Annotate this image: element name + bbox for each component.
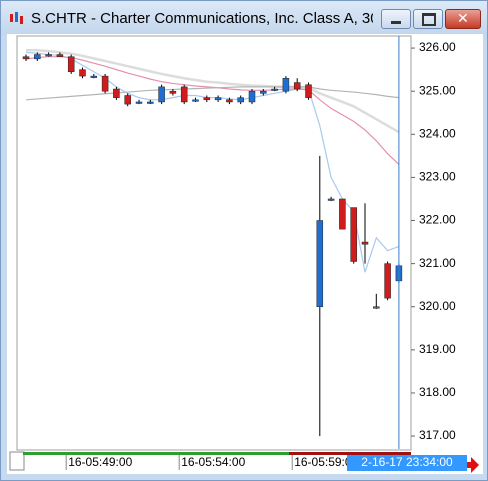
y-tick-label: 325.00 bbox=[419, 83, 456, 97]
cursor-label-box bbox=[347, 455, 467, 471]
chart: 317.00 318.00 319.00 320.00 321.00 322.00 323.… bbox=[7, 34, 483, 474]
scroll-box[interactable] bbox=[9, 451, 25, 471]
candle-body bbox=[124, 95, 131, 105]
y-tick-label: 324.00 bbox=[419, 126, 456, 140]
candle-body bbox=[327, 198, 335, 201]
candle-body bbox=[169, 90, 177, 94]
moving-average-line bbox=[25, 56, 400, 165]
y-tick-label: 326.00 bbox=[419, 40, 456, 54]
moving-average-line bbox=[25, 86, 399, 101]
moving-average-line bbox=[25, 51, 400, 273]
candle-body bbox=[373, 306, 380, 309]
y-tick-label: 319.00 bbox=[419, 342, 456, 356]
close-button[interactable]: ✕ bbox=[445, 9, 481, 29]
window-title: S.CHTR - Charter Communications, Inc. Cl… bbox=[31, 10, 373, 27]
maximize-button[interactable] bbox=[413, 9, 443, 29]
candle-body bbox=[226, 99, 233, 103]
minimize-button[interactable] bbox=[381, 9, 411, 29]
candle-body bbox=[45, 54, 52, 57]
x-tick-label: 16-05:59:00 bbox=[294, 455, 358, 469]
title-bar: S.CHTR - Charter Communications, Inc. Cl… bbox=[1, 1, 487, 35]
candle-body bbox=[135, 101, 143, 104]
candle-body bbox=[248, 90, 256, 103]
timeline-bar bbox=[23, 452, 411, 455]
candle-body bbox=[79, 69, 86, 77]
candle-body bbox=[260, 90, 267, 94]
candle-body bbox=[203, 97, 211, 101]
candle-body bbox=[214, 97, 222, 101]
candle-body bbox=[101, 75, 109, 92]
y-tick-label: 317.00 bbox=[419, 428, 456, 442]
x-tick-label: 16-05:54:00 bbox=[181, 455, 245, 469]
candle-body bbox=[316, 220, 324, 307]
candle-body bbox=[90, 75, 98, 78]
candle-body bbox=[305, 84, 312, 98]
candle-body bbox=[237, 97, 244, 103]
candle-body bbox=[34, 54, 41, 60]
candle-body bbox=[180, 86, 188, 103]
candle-body bbox=[271, 88, 278, 91]
candle-body bbox=[282, 77, 290, 92]
candle-body bbox=[22, 56, 30, 60]
y-tick-label: 321.00 bbox=[419, 256, 456, 270]
candle-body bbox=[158, 86, 165, 103]
y-tick-label: 323.00 bbox=[419, 170, 456, 184]
y-tick-label: 318.00 bbox=[419, 385, 456, 399]
candle-body bbox=[192, 99, 199, 102]
timeline-bar-range bbox=[289, 452, 411, 455]
candle-body bbox=[361, 241, 369, 245]
candle-body bbox=[67, 56, 75, 73]
candle-body bbox=[339, 198, 346, 230]
cursor-label: 2-16-17 23:34:00 bbox=[361, 455, 453, 469]
candle-body bbox=[56, 54, 64, 57]
candle-body bbox=[293, 82, 301, 90]
x-tick-label: 16-05:49:00 bbox=[68, 455, 132, 469]
y-tick-label: 322.00 bbox=[419, 213, 456, 227]
candle-body bbox=[384, 263, 391, 299]
plot-area bbox=[16, 35, 412, 451]
candle-body bbox=[350, 207, 357, 262]
moving-average-line bbox=[26, 48, 400, 134]
candle-body bbox=[113, 88, 120, 98]
scroll-right-arrow[interactable] bbox=[461, 457, 479, 473]
y-tick-label: 320.00 bbox=[419, 299, 456, 313]
candle-body bbox=[147, 101, 154, 104]
app-icon bbox=[10, 12, 23, 24]
